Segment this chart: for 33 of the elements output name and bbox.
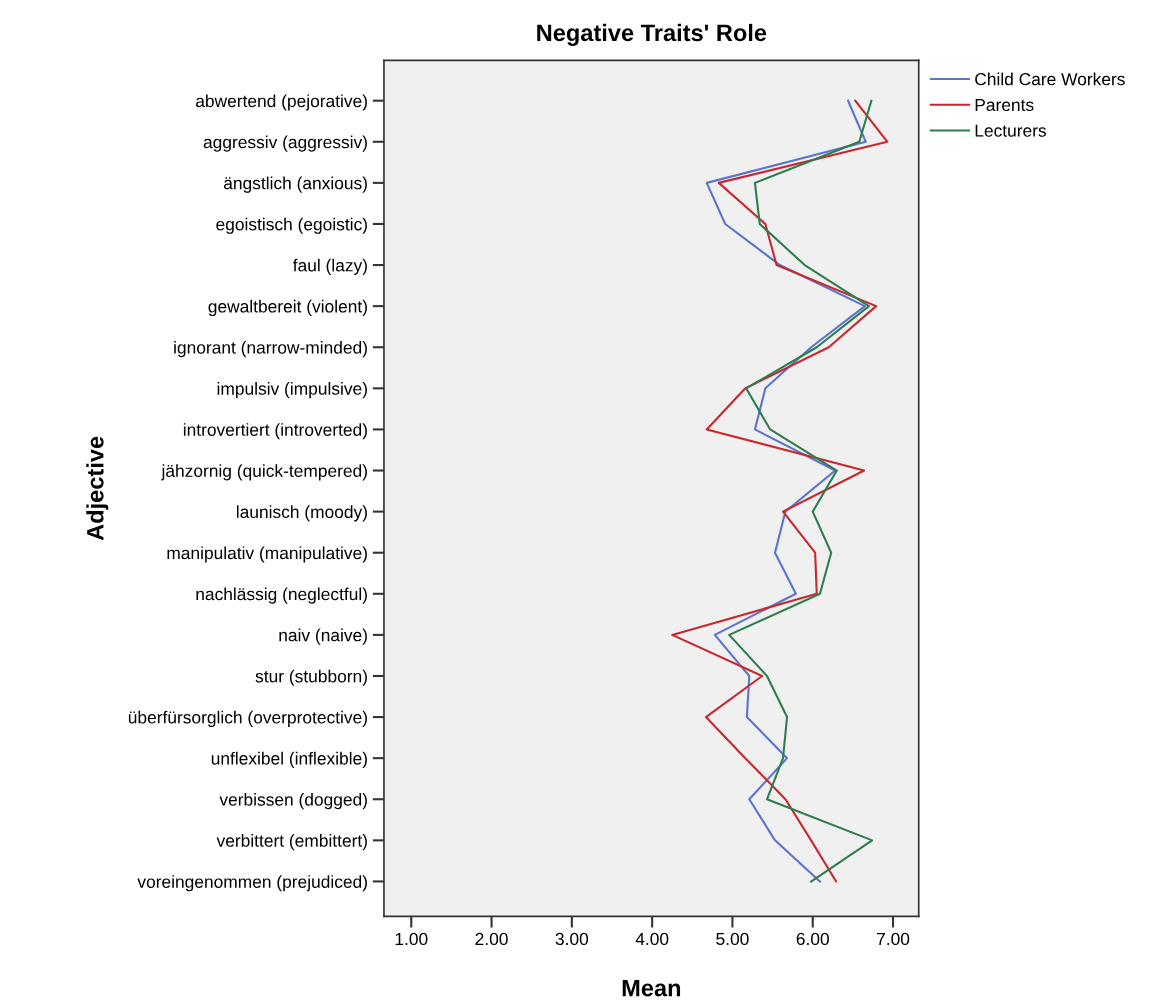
y-axis-title: Adjective: [86, 436, 109, 541]
x-tick-label: 4.00: [635, 932, 669, 946]
x-tick-label: 6.00: [796, 932, 829, 946]
y-tick-label: manipulativ (manipulative): [167, 546, 367, 563]
legend-label: Parents: [975, 98, 1034, 112]
x-tick-label: 1.00: [395, 932, 428, 946]
y-tick-label: gewaltbereit (violent): [208, 299, 367, 317]
y-tick-label: verbissen (dogged): [219, 792, 367, 810]
y-tick-label: launisch (moody): [236, 505, 367, 522]
y-tick-label: unflexibel (inflexible): [211, 751, 367, 769]
legend-label: Child Care Workers: [975, 72, 1125, 86]
y-tick-label: verbittert (embittert): [216, 834, 367, 851]
y-tick-label: faul (lazy): [292, 258, 367, 275]
x-axis-title: Mean: [622, 979, 681, 997]
y-tick-label: aggressiv (aggressiv): [203, 135, 367, 152]
x-tick-label: 2.00: [475, 932, 508, 946]
y-tick-label: naiv (naive): [279, 628, 367, 645]
y-tick-label: überfürsorglich (overprotective): [128, 710, 367, 727]
y-tick-label: ignorant (narrow-minded): [174, 340, 367, 358]
y-tick-label: jähzornig (quick-tempered): [161, 464, 367, 481]
y-tick-label: introvertiert (introverted): [183, 423, 367, 440]
x-tick-label: 7.00: [877, 932, 910, 946]
y-tick-label: abwertend (pejorative): [196, 94, 367, 111]
y-tick-label: nachlässig (neglectful): [196, 587, 367, 604]
y-tick-label: voreingenommen (prejudiced): [137, 875, 367, 892]
x-tick-label: 5.00: [716, 932, 749, 946]
x-tick-label: 3.00: [555, 932, 589, 946]
chart-title: Negative Traits' Role: [537, 23, 767, 46]
y-tick-label: impulsiv (impulsive): [217, 382, 367, 399]
y-tick-label: stur (stubborn): [255, 669, 367, 686]
y-tick-label: egoistisch (egoistic): [216, 217, 367, 234]
legend-label: Lecturers: [975, 124, 1047, 137]
y-tick-label: ängstlich (anxious): [223, 176, 367, 193]
